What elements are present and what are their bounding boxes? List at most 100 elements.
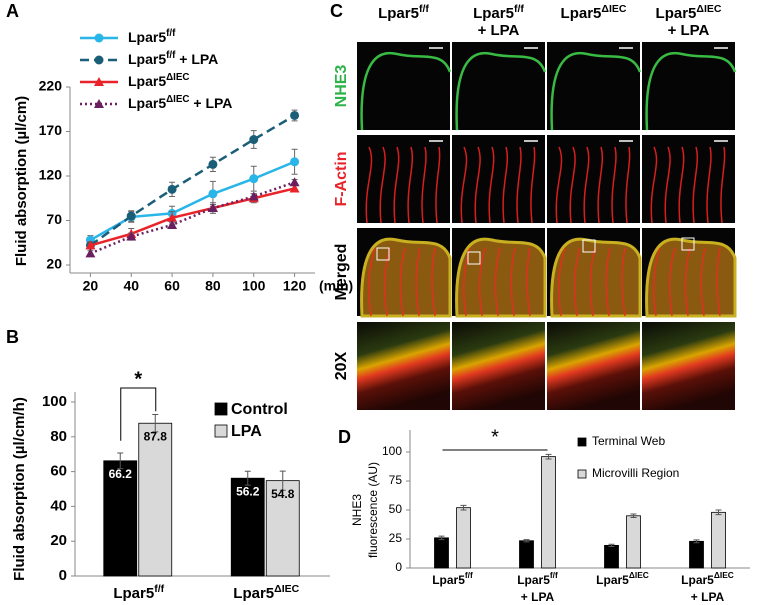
bar bbox=[604, 544, 619, 569]
micrograph-fiber bbox=[510, 247, 516, 317]
marker bbox=[248, 191, 259, 201]
x-tick-label: Lpar5f/f bbox=[432, 570, 473, 587]
marker bbox=[167, 219, 178, 229]
panel-label: D bbox=[338, 427, 351, 447]
y-tick-label: 20 bbox=[50, 532, 67, 549]
significance-label: * bbox=[491, 426, 499, 448]
y-tick-label: 60 bbox=[50, 463, 67, 480]
micrograph bbox=[452, 135, 545, 223]
micrograph-detail bbox=[547, 322, 640, 410]
micrograph-fiber bbox=[573, 247, 581, 317]
error-bar bbox=[279, 470, 286, 491]
bar bbox=[103, 460, 138, 577]
column-header: Lpar5f/f + LPA bbox=[473, 3, 524, 39]
micrograph-edge bbox=[645, 51, 737, 131]
legend-label: Lpar5f/f + LPA bbox=[128, 50, 218, 67]
significance-label: * bbox=[134, 368, 142, 390]
micrograph-fiber bbox=[478, 247, 486, 317]
micrograph-fiber bbox=[678, 146, 685, 224]
x-tick-label: Lpar5f/f + LPA bbox=[517, 570, 558, 604]
series-line bbox=[90, 187, 295, 247]
y-tick-label: 80 bbox=[50, 428, 67, 445]
micrograph bbox=[547, 135, 640, 223]
micrograph-fiber bbox=[415, 247, 421, 317]
y-axis-title: fluorescence (AU) bbox=[366, 462, 380, 558]
legend-label: Lpar5ΔIEC + LPA bbox=[128, 94, 232, 111]
row-label: 20X bbox=[333, 351, 350, 380]
column-header: Lpar5f/f bbox=[378, 3, 429, 22]
marker bbox=[85, 240, 96, 250]
legend-swatch bbox=[214, 424, 228, 438]
y-tick-label: 170 bbox=[39, 122, 63, 138]
y-tick-label: 0 bbox=[59, 567, 67, 584]
micrograph-fiber bbox=[653, 247, 661, 317]
error-bar bbox=[545, 453, 552, 460]
micrograph-fiber bbox=[605, 247, 611, 317]
error-bar bbox=[152, 414, 159, 433]
marker bbox=[289, 177, 300, 187]
error-bar bbox=[630, 513, 637, 519]
roi-box bbox=[467, 251, 481, 265]
bar bbox=[434, 537, 449, 569]
micrograph-fiber bbox=[583, 146, 590, 224]
marker bbox=[208, 189, 218, 199]
marker bbox=[94, 77, 104, 86]
marker bbox=[249, 174, 259, 184]
y-axis-title: Fluid absorption (µl/cm/h) bbox=[11, 397, 28, 581]
micrograph-fiber bbox=[621, 247, 626, 317]
legend-label: Control bbox=[231, 401, 288, 418]
micrograph-fiber bbox=[365, 146, 373, 224]
panel-label: B bbox=[6, 327, 19, 347]
micrograph-fiber bbox=[650, 146, 658, 224]
error-bar bbox=[438, 535, 445, 541]
micrograph-fiber bbox=[494, 247, 501, 317]
legend-swatch bbox=[214, 402, 228, 416]
roi-box bbox=[376, 247, 390, 261]
x-tick-label: 60 bbox=[164, 278, 180, 294]
micrograph-detail bbox=[357, 322, 450, 410]
series-line bbox=[89, 114, 296, 247]
legend-label: Terminal Web bbox=[592, 434, 665, 448]
legend-swatch bbox=[577, 437, 587, 447]
micrograph-tissue bbox=[455, 237, 547, 318]
x-tick-label: 20 bbox=[83, 278, 99, 294]
legend-label: Lpar5f/f bbox=[128, 28, 176, 45]
micrograph-detail bbox=[452, 322, 545, 410]
error-bar bbox=[460, 504, 467, 511]
micrograph-fiber bbox=[589, 247, 596, 317]
y-tick-label: 50 bbox=[389, 502, 403, 516]
bar bbox=[711, 511, 726, 569]
y-tick-label: 120 bbox=[39, 167, 63, 183]
x-tick-label: Lpar5ΔIEC bbox=[596, 570, 649, 587]
micrograph-detail bbox=[642, 322, 735, 410]
panel-label: C bbox=[330, 1, 343, 21]
micrograph-fiber bbox=[393, 146, 400, 224]
micrograph-tissue bbox=[360, 237, 452, 318]
micrograph-fiber bbox=[716, 247, 721, 317]
significance-bracket bbox=[120, 387, 157, 441]
legend-swatch bbox=[577, 469, 587, 479]
y-tick-label: 0 bbox=[395, 560, 402, 574]
micrograph-fiber bbox=[706, 146, 712, 224]
row-label: Merged bbox=[333, 244, 350, 301]
marker bbox=[94, 99, 104, 108]
series-line bbox=[89, 181, 295, 255]
marker bbox=[126, 231, 137, 241]
micrograph-fiber bbox=[379, 146, 386, 224]
value-label: 54.8 bbox=[271, 487, 295, 501]
error-bar bbox=[523, 539, 530, 543]
value-label: 56.2 bbox=[236, 484, 260, 498]
row-label: F-Actin bbox=[333, 151, 350, 206]
micrograph-fiber bbox=[435, 146, 441, 224]
y-tick-label: 220 bbox=[39, 78, 63, 94]
micrograph-fiber bbox=[625, 146, 631, 224]
marker bbox=[289, 183, 300, 193]
column-header: Lpar5ΔIEC bbox=[561, 3, 627, 22]
x-tick-label: Lpar5f/f bbox=[113, 583, 164, 602]
micrograph-fiber bbox=[555, 146, 563, 224]
legend-label: Microvilli Region bbox=[592, 466, 679, 480]
marker bbox=[85, 248, 96, 258]
y-tick-label: 20 bbox=[46, 256, 62, 272]
y-tick-label: 100 bbox=[382, 444, 402, 458]
error-bar bbox=[117, 452, 124, 470]
